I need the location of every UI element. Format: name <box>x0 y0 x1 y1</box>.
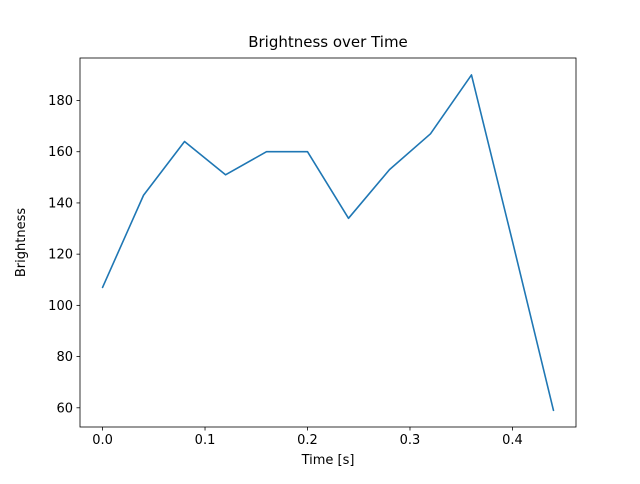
y-tick-label: 80 <box>56 350 73 365</box>
y-tick-label: 160 <box>48 145 73 160</box>
y-tick-label: 140 <box>48 196 73 211</box>
x-tick-label: 0.2 <box>297 433 318 448</box>
chart-title: Brightness over Time <box>248 33 408 51</box>
x-axis-label: Time [s] <box>301 453 355 468</box>
y-axis-label: Brightness <box>14 208 29 277</box>
x-tick-label: 0.0 <box>92 433 113 448</box>
y-tick-label: 100 <box>48 299 73 314</box>
y-tick-label: 120 <box>48 248 73 263</box>
y-tick-label: 60 <box>56 401 73 416</box>
x-tick-label: 0.3 <box>400 433 421 448</box>
x-tick-label: 0.4 <box>502 433 523 448</box>
brightness-line-series <box>101 74 555 412</box>
y-tick-label: 180 <box>48 94 73 109</box>
plot-border <box>79 57 577 428</box>
x-tick-label: 0.1 <box>195 433 216 448</box>
